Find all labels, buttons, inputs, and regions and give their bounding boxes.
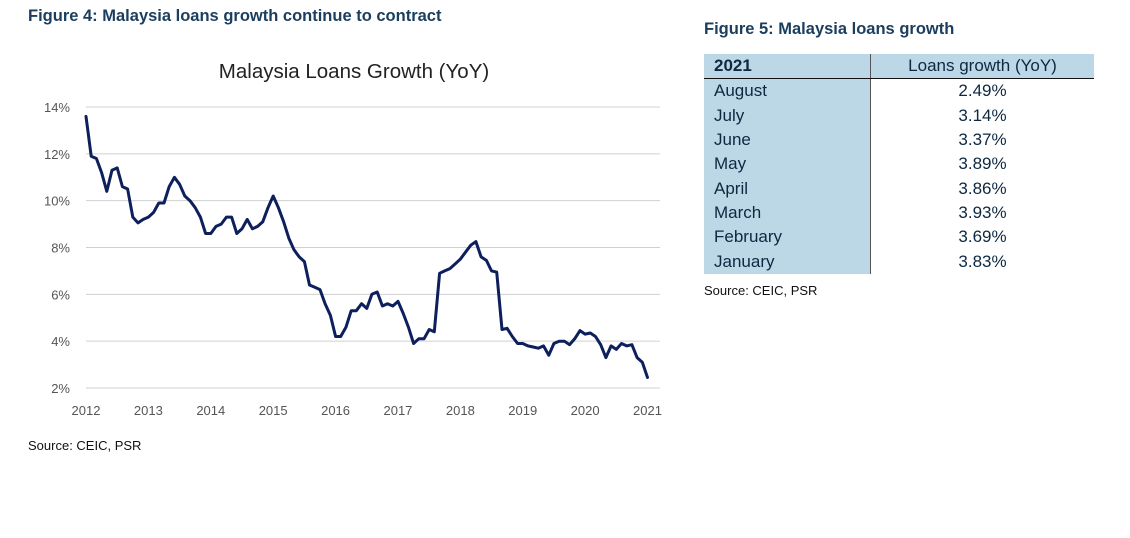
loans-growth-table: 2021 Loans growth (YoY) August 2.49% July 3… xyxy=(704,54,1094,274)
month-cell: April xyxy=(704,176,871,201)
month-cell: March xyxy=(704,200,871,226)
y-tick-label: 4% xyxy=(51,334,70,349)
x-tick-label: 2021 xyxy=(633,403,662,418)
month-cell: May xyxy=(704,152,871,177)
series-line xyxy=(84,114,649,379)
month-cell: January xyxy=(704,249,871,274)
table-row: March 3.93% xyxy=(704,200,1094,226)
month-cell: February xyxy=(704,225,871,250)
x-axis-ticks: 2012 2013 2014 2015 2016 2017 2018 2019 2020 2021 xyxy=(72,403,662,418)
x-tick-label: 2018 xyxy=(446,403,475,418)
x-tick-label: 2013 xyxy=(134,403,163,418)
growth-value-cell: 3.83% xyxy=(870,249,1094,274)
gridlines xyxy=(86,106,660,389)
x-tick-label: 2020 xyxy=(571,403,600,418)
month-cell: August xyxy=(704,78,871,104)
x-tick-label: 2017 xyxy=(383,403,412,418)
x-tick-label: 2014 xyxy=(196,403,225,418)
table-row: May 3.89% xyxy=(704,152,1094,177)
table-row: February 3.69% xyxy=(704,225,1094,250)
figure-4-title: Figure 4: Malaysia loans growth continue… xyxy=(28,7,442,25)
growth-value-cell: 3.93% xyxy=(870,200,1094,226)
month-cell: June xyxy=(704,127,871,153)
growth-value-cell: 3.86% xyxy=(870,176,1094,201)
y-tick-label: 14% xyxy=(44,100,70,115)
table-header-row: 2021 Loans growth (YoY) xyxy=(704,54,1094,80)
growth-value-cell: 3.37% xyxy=(870,127,1094,153)
table-row: April 3.86% xyxy=(704,176,1094,201)
header-loans-growth: Loans growth (YoY) xyxy=(870,54,1094,80)
y-tick-label: 8% xyxy=(51,241,70,256)
y-tick-label: 2% xyxy=(51,381,70,396)
y-axis-ticks: 14% 12% 10% 8% 6% 4% 2% xyxy=(44,100,70,396)
y-tick-label: 12% xyxy=(44,147,70,162)
growth-value-cell: 3.89% xyxy=(870,152,1094,177)
x-tick-label: 2015 xyxy=(259,403,288,418)
header-year: 2021 xyxy=(704,54,871,80)
month-cell: July xyxy=(704,103,871,128)
table-row: August 2.49% xyxy=(704,78,1094,104)
chart-canvas: 14%12%10%8%6%4%2% 2012 2013 2014 2015 2016 20… xyxy=(44,60,662,418)
table-row: January 3.83% xyxy=(704,249,1094,274)
y-tick-label: 6% xyxy=(51,287,70,302)
y-tick-label: 10% xyxy=(44,194,70,209)
figure-5-title: Figure 5: Malaysia loans growth xyxy=(704,20,955,38)
x-tick-label: 2016 xyxy=(321,403,350,418)
x-tick-label: 2019 xyxy=(508,403,537,418)
figure-4-source: Source: CEIC, PSR xyxy=(28,438,142,453)
table-row: June 3.37% xyxy=(704,127,1094,153)
x-tick-label: 2012 xyxy=(72,403,101,418)
growth-value-cell: 2.49% xyxy=(870,78,1094,104)
growth-value-cell: 3.14% xyxy=(870,103,1094,128)
chart-title: Malaysia Loans Growth (YoY) xyxy=(219,60,489,83)
growth-value-cell: 3.69% xyxy=(870,225,1094,250)
table-row: July 3.14% xyxy=(704,103,1094,128)
figure-5-source: Source: CEIC, PSR xyxy=(704,283,818,298)
loans-growth-chart: 14% 12% 10% 8% 6% 4% 2% 2012 2013 2014 2015 2016 20… xyxy=(28,40,708,440)
